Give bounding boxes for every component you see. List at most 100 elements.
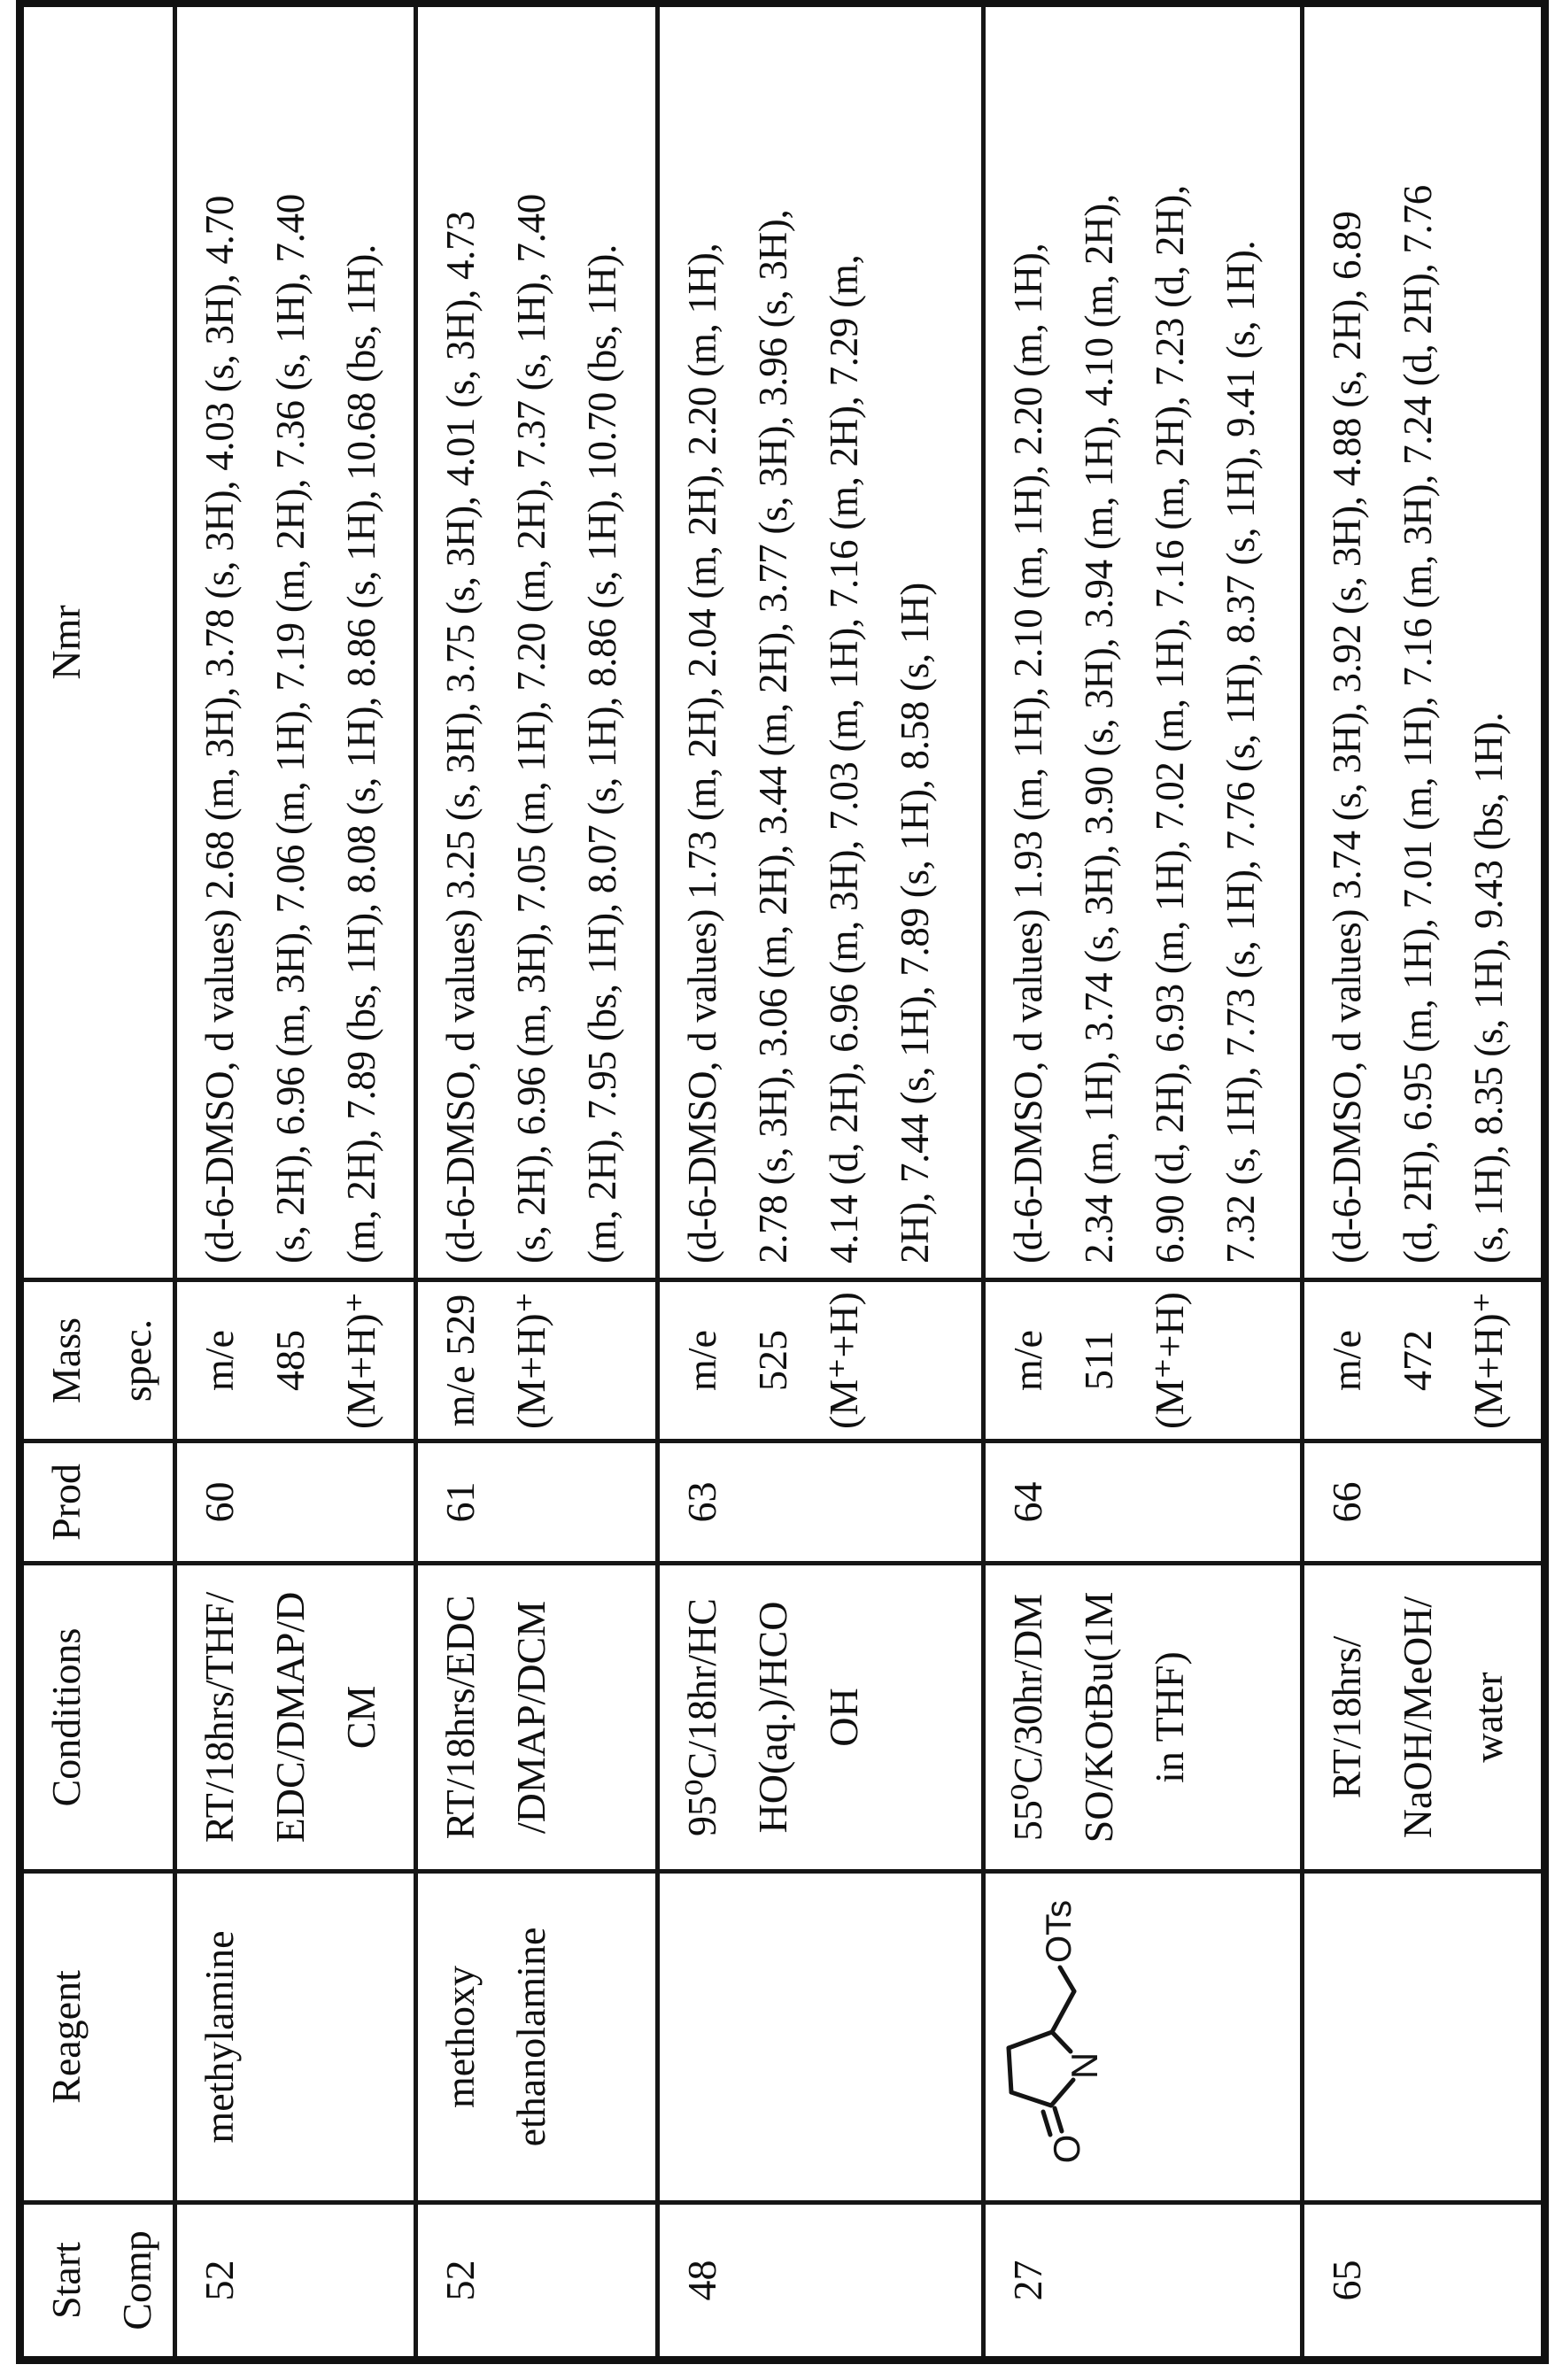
- text-line: (s, 2H), 6.96 (m, 3H), 7.05 (m, 1H), 7.2…: [509, 194, 553, 1263]
- text-line: (M⁺+H): [821, 1292, 866, 1429]
- cell-prod: 63: [657, 1441, 984, 1564]
- text-line: in THF): [1147, 1651, 1192, 1783]
- table-row: 52 methylamine RT/18hrs/THF/EDC/DMAP/D CM…: [174, 3, 416, 2361]
- text-line: (s, 1H), 8.35 (s, 1H), 9.43 (bs, 1H).: [1466, 712, 1511, 1263]
- text-line: 511: [1076, 1330, 1121, 1391]
- header-row: Start Comp Reagent Conditions Prod Mass sp…: [19, 3, 175, 2361]
- header-start-comp: Start Comp: [19, 2202, 175, 2361]
- cell-prod: 64: [983, 1441, 1303, 1564]
- oxygen-label: O: [1046, 2135, 1087, 2164]
- header-prod: Prod: [19, 1441, 175, 1564]
- text-line: m/e: [679, 1330, 724, 1391]
- text-line: 4.14 (d, 2H), 6.96 (m, 3H), 7.03 (m, 1H)…: [822, 254, 866, 1263]
- header-reagent: Reagent: [19, 1871, 175, 2203]
- text-line: 95⁰C/18hr/HC: [679, 1598, 724, 1836]
- text-line: 525: [750, 1330, 795, 1391]
- text-line: (d-6-DMSO, d values) 3.74 (s, 3H), 3.92 …: [1325, 211, 1369, 1263]
- text-line: water: [1466, 1672, 1511, 1763]
- text-line: (d-6-DMSO, d values) 3.25 (s, 3H), 3.75 …: [438, 211, 483, 1263]
- cell-mass-spec: m/e 485 (M+H)⁺: [174, 1279, 416, 1441]
- rotated-table-canvas: Start Comp Reagent Conditions Prod Mass sp…: [16, 0, 1549, 2364]
- cell-reagent: methoxy ethanolamine: [415, 1871, 658, 2203]
- nitrogen-label: N: [1064, 2052, 1104, 2079]
- cell-mass-spec: m/e 472 (M+H)⁺: [1302, 1279, 1545, 1441]
- text-line: (d-6-DMSO, d values) 1.93 (m, 1H), 2.10 …: [1006, 243, 1050, 1264]
- table-row: 27: [983, 3, 1303, 2361]
- cell-mass-spec: m/e 511 (M⁺+H): [983, 1279, 1303, 1441]
- text-line: RT/18hrs/: [1324, 1635, 1369, 1799]
- cell-conditions: RT/18hrs/EDC/DMAP/DCM: [415, 1563, 658, 1872]
- text-line: (d-6-DMSO, d values) 2.68 (m, 3H), 3.78 …: [197, 195, 242, 1263]
- text-line: (M⁺+H): [1147, 1292, 1192, 1429]
- cell-conditions: 95⁰C/18hr/HC HO(aq.)/HCO OH: [657, 1563, 984, 1872]
- text-line: ethanolamine: [508, 1927, 553, 2147]
- text-line: 2H), 7.44 (s, 1H), 7.89 (s, 1H), 8.58 (s…: [893, 583, 937, 1263]
- text-line: /DMAP/DCM: [508, 1600, 553, 1835]
- text-line: RT/18hrs/THF/: [197, 1591, 242, 1843]
- text-line: 2.34 (m, 1H), 3.74 (s, 3H), 3.90 (s, 3H)…: [1077, 194, 1121, 1263]
- text-line: (M+H)⁺: [338, 1292, 383, 1429]
- text-line: Mass: [43, 1317, 89, 1404]
- header-nmr: Nmr: [19, 3, 175, 1280]
- cell-start-comp: 27: [983, 2202, 1303, 2361]
- text-line: (M+H)⁺: [508, 1292, 553, 1429]
- text-line: (s, 2H), 6.96 (m, 3H), 7.06 (m, 1H), 7.1…: [268, 194, 313, 1263]
- text-line: Comp: [114, 2230, 159, 2330]
- cell-start-comp: 52: [415, 2202, 658, 2361]
- text-line: Start: [43, 2242, 89, 2319]
- text-line: m/e: [1005, 1330, 1050, 1391]
- pyrrolidinone-ots-structure: N O OTs: [1006, 1900, 1105, 2164]
- text-line: 6.90 (d, 2H), 6.93 (m, 1H), 7.02 (m, 1H)…: [1148, 185, 1192, 1263]
- text-line: (m, 2H), 7.89 (bs, 1H), 8.08 (s, 1H), 8.…: [339, 243, 383, 1263]
- text-line: (d, 2H), 6.95 (m, 1H), 7.01 (m, 1H), 7.1…: [1396, 185, 1440, 1263]
- cell-nmr: (d-6-DMSO, d values) 1.73 (m, 2H), 2.04 …: [657, 3, 984, 1280]
- text-line: OH: [821, 1688, 866, 1747]
- cell-nmr: (d-6-DMSO, d values) 2.68 (m, 3H), 3.78 …: [174, 3, 416, 1280]
- cell-reagent: [1302, 1871, 1545, 2203]
- text-line: (d-6-DMSO, d values) 1.73 (m, 2H), 2.04 …: [680, 243, 724, 1264]
- cell-conditions: RT/18hrs/THF/EDC/DMAP/D CM: [174, 1563, 416, 1872]
- text-line: m/e: [1324, 1330, 1369, 1391]
- header-mass-spec: Mass spec.: [19, 1279, 175, 1441]
- ots-label: OTs: [1040, 1900, 1079, 1963]
- cell-nmr: (d-6-DMSO, d values) 3.25 (s, 3H), 3.75 …: [415, 3, 658, 1280]
- cell-start-comp: 52: [174, 2202, 416, 2361]
- cell-conditions: 55⁰C/30hr/DM SO/KOtBu(1M in THF): [983, 1563, 1303, 1872]
- text-line: m/e: [197, 1330, 242, 1391]
- table-row: 65 RT/18hrs/NaOH/MeOH/water 66 m/e 472 (M+…: [1302, 3, 1545, 2361]
- cell-reagent: N O OTs: [983, 1871, 1303, 2203]
- cell-start-comp: 48: [657, 2202, 984, 2361]
- cell-conditions: RT/18hrs/NaOH/MeOH/water: [1302, 1563, 1545, 1872]
- cell-nmr: (d-6-DMSO, d values) 3.74 (s, 3H), 3.92 …: [1302, 3, 1545, 1280]
- reagent-structure-container: N O OTs: [996, 1879, 1126, 2183]
- text-line: 2.78 (s, 3H), 3.06 (m, 2H), 3.44 (m, 2H)…: [751, 209, 795, 1263]
- cell-mass-spec: m/e 529 (M+H)⁺: [415, 1279, 658, 1441]
- cell-prod: 60: [174, 1441, 416, 1564]
- table-row: 48 95⁰C/18hr/HC HO(aq.)/HCO OH 63 m/e 525 (M…: [657, 3, 984, 2361]
- cell-start-comp: 65: [1302, 2202, 1545, 2361]
- text-line: 7.32 (s, 1H), 7.73 (s, 1H), 7.76 (s, 1H)…: [1218, 240, 1263, 1263]
- table-row: 52 methoxy ethanolamine RT/18hrs/EDC/DMAP…: [415, 3, 658, 2361]
- cell-prod: 66: [1302, 1441, 1545, 1564]
- header-conditions: Conditions: [19, 1563, 175, 1872]
- text-line: HO(aq.)/HCO: [750, 1601, 795, 1834]
- text-line: methoxy: [437, 1966, 483, 2108]
- text-line: 485: [267, 1330, 313, 1391]
- text-line: RT/18hrs/EDC: [437, 1595, 483, 1840]
- text-line: (m, 2H), 7.95 (bs, 1H), 8.07 (s, 1H), 8.…: [580, 243, 624, 1263]
- text-line: spec.: [114, 1318, 159, 1402]
- text-line: CM: [338, 1685, 383, 1750]
- text-line: NaOH/MeOH/: [1395, 1596, 1440, 1839]
- cell-reagent: methylamine: [174, 1871, 416, 2203]
- cell-prod: 61: [415, 1441, 658, 1564]
- text-line: methylamine: [197, 1930, 242, 2144]
- cell-reagent: [657, 1871, 984, 2203]
- text-line: 472: [1395, 1330, 1440, 1391]
- reaction-results-table: Start Comp Reagent Conditions Prod Mass sp…: [16, 0, 1549, 2364]
- text-line: 55⁰C/30hr/DM: [1005, 1593, 1050, 1842]
- text-line: SO/KOtBu(1M: [1076, 1591, 1121, 1843]
- text-line: m/e 529: [437, 1294, 483, 1427]
- cell-mass-spec: m/e 525 (M⁺+H): [657, 1279, 984, 1441]
- text-line: EDC/DMAP/D: [267, 1591, 313, 1843]
